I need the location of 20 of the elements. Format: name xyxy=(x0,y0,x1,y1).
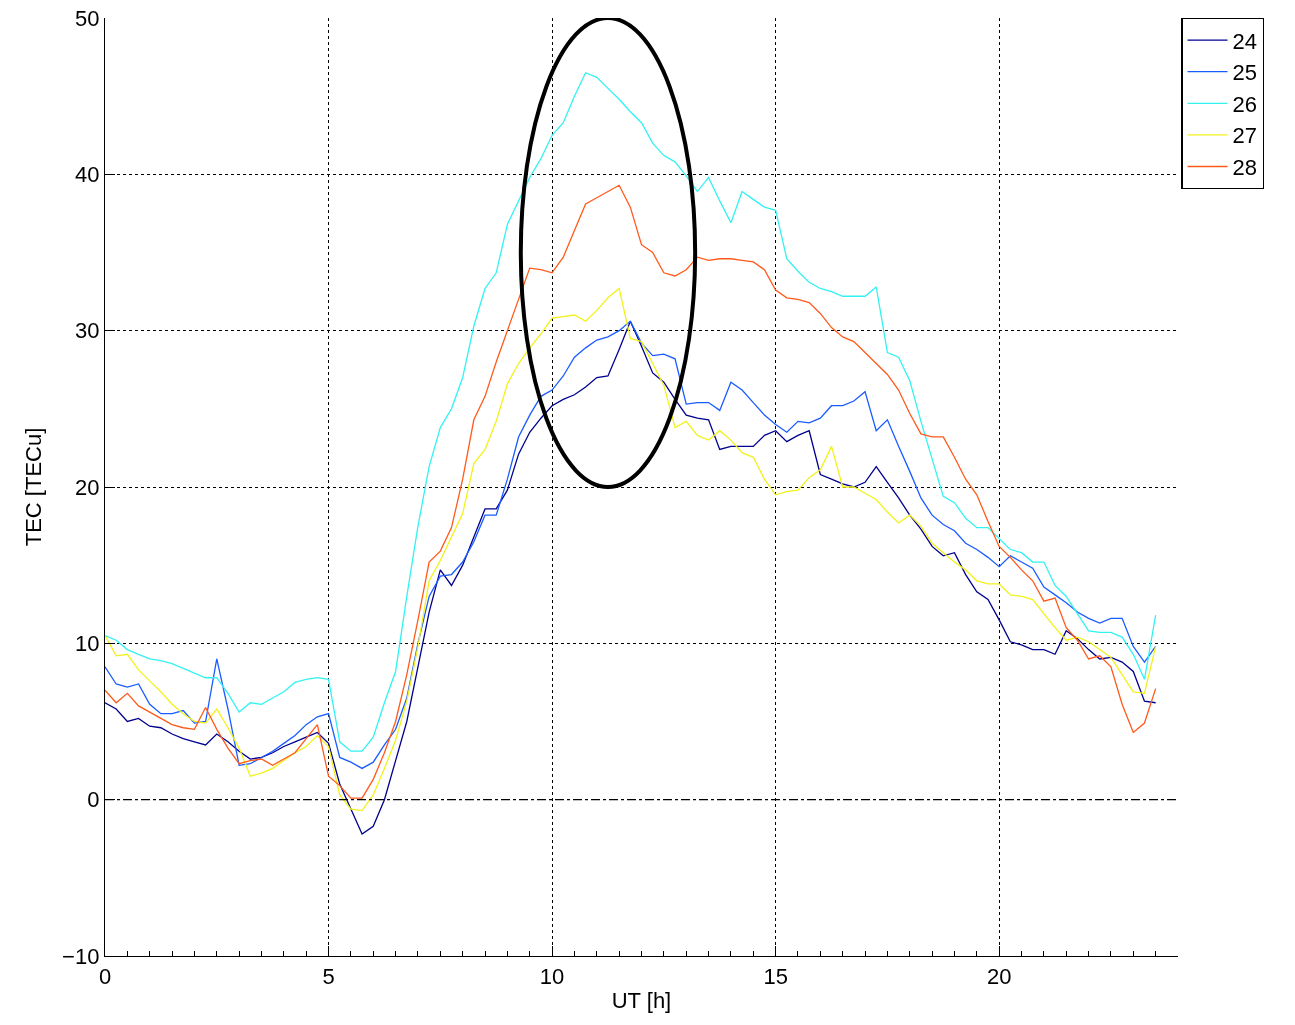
x-axis-title: UT [h] xyxy=(611,988,672,1014)
x-tick-label: 10 xyxy=(539,963,565,989)
x-tick-label: 5 xyxy=(322,963,335,989)
y-tick-label: 30 xyxy=(74,318,100,344)
y-tick-label: 0 xyxy=(87,787,100,813)
y-tick-label: 20 xyxy=(74,474,100,500)
x-tick-label: 20 xyxy=(986,963,1012,989)
line-series xyxy=(105,184,1157,799)
legend-label: 26 xyxy=(1232,91,1257,117)
legend-label: 27 xyxy=(1232,123,1257,149)
y-tick-label: 40 xyxy=(74,162,100,188)
y-axis-title: TEC [TECu] xyxy=(20,427,46,547)
line-series xyxy=(105,72,1157,752)
y-tick-label: −10 xyxy=(62,943,100,969)
y-tick-label: 10 xyxy=(74,631,100,657)
legend-label: 28 xyxy=(1232,155,1257,181)
x-tick-label: 15 xyxy=(763,963,788,989)
legend-label: 25 xyxy=(1232,60,1257,86)
y-tick-label: 50 xyxy=(74,5,100,31)
legend-label: 24 xyxy=(1232,28,1257,54)
